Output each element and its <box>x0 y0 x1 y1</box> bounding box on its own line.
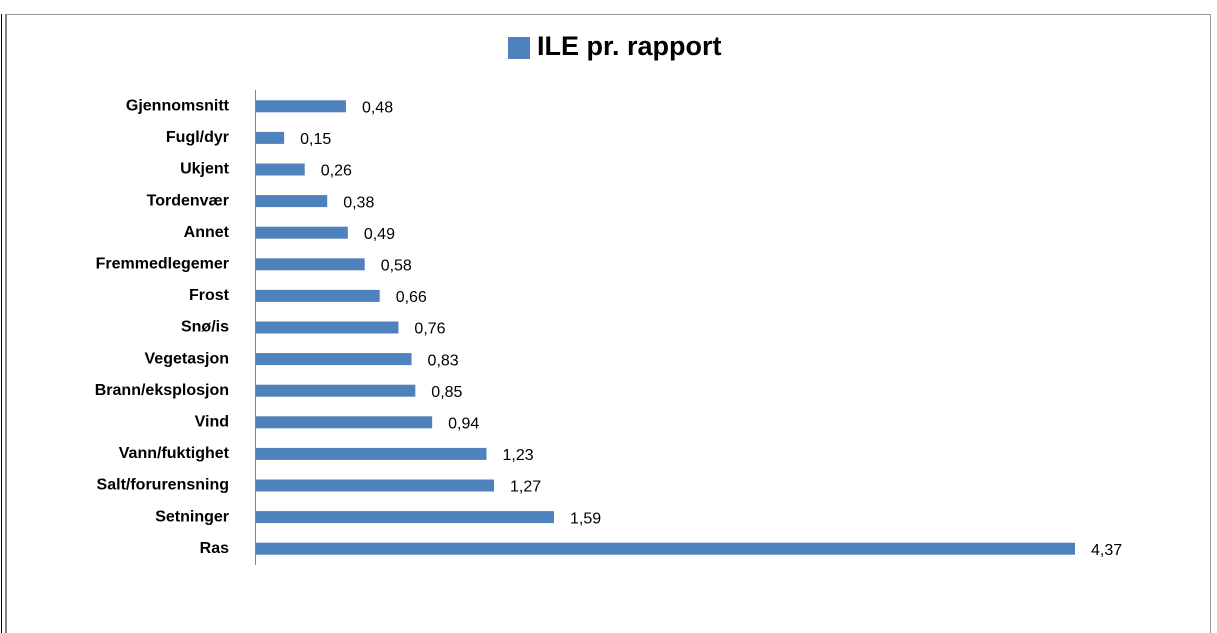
y-tick-label: Ukjent <box>180 161 230 178</box>
data-label: 1,59 <box>570 510 601 527</box>
data-label: 0,94 <box>448 416 479 433</box>
y-tick-label: Snø/is <box>181 319 229 336</box>
y-tick-label: Gjennomsnitt <box>126 98 230 115</box>
data-label: 0,38 <box>343 194 374 211</box>
bar <box>256 384 416 397</box>
bar <box>256 131 285 144</box>
y-tick-label: Fremmedlegemer <box>96 256 229 273</box>
y-tick-label: Vind <box>195 414 229 431</box>
data-label: 0,76 <box>414 321 445 338</box>
data-label: 0,26 <box>321 163 352 180</box>
bar <box>256 163 305 176</box>
bar <box>256 511 554 524</box>
bar <box>256 479 495 492</box>
data-label: 1,23 <box>503 447 534 464</box>
y-tick-label: Salt/forurensning <box>97 477 229 494</box>
bar <box>256 447 487 460</box>
y-tick-label: Frost <box>189 287 230 304</box>
data-label: 1,27 <box>510 479 541 496</box>
data-label: 0,49 <box>364 226 395 243</box>
data-label: 0,66 <box>396 289 427 306</box>
data-label: 4,37 <box>1091 542 1122 559</box>
bar <box>256 195 328 208</box>
y-tick-label: Brann/eksplosjon <box>95 382 229 399</box>
bar <box>256 100 346 113</box>
y-tick-label: Vegetasjon <box>145 350 229 367</box>
y-tick-label: Tordenvær <box>147 192 229 209</box>
data-label: 0,48 <box>362 100 393 117</box>
legend-label: ILE pr. rapport <box>537 31 722 61</box>
bar <box>256 226 348 239</box>
bar <box>256 542 1075 555</box>
legend-swatch <box>508 37 530 59</box>
data-label: 0,85 <box>431 384 462 401</box>
y-tick-label: Annet <box>184 224 230 241</box>
bar <box>256 289 380 302</box>
bar <box>256 416 433 429</box>
data-label: 0,83 <box>428 352 459 369</box>
bar <box>256 321 399 334</box>
data-label: 0,58 <box>381 258 412 275</box>
data-label: 0,15 <box>300 131 331 148</box>
y-tick-label: Setninger <box>155 508 229 525</box>
bar <box>256 353 412 366</box>
y-tick-label: Fugl/dyr <box>166 129 229 146</box>
bar <box>256 258 365 271</box>
y-tick-label: Vann/fuktighet <box>119 445 230 462</box>
y-tick-label: Ras <box>200 540 229 557</box>
